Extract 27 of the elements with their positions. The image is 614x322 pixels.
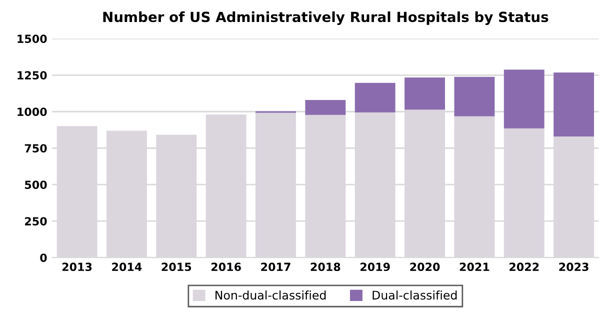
y-tick-label: 0 <box>40 254 47 262</box>
y-tick-label: 500 <box>24 180 47 189</box>
y-tick-label: 250 <box>25 217 47 226</box>
y-tick-label: 1250 <box>18 71 47 80</box>
y-tick-label: 1500 <box>18 34 47 44</box>
x-tick-label: 2023 <box>559 262 588 272</box>
x-tick-label: 2013 <box>62 262 92 272</box>
x-tick-label: 2020 <box>410 262 440 272</box>
bar <box>454 76 495 116</box>
bar <box>404 78 445 110</box>
y-tick-label: 1000 <box>18 108 47 116</box>
x-tick-label: 2016 <box>211 262 241 272</box>
x-tick-label: 2018 <box>310 262 340 272</box>
x-tick-label: 2017 <box>261 262 290 272</box>
x-tick-label: 2021 <box>460 262 490 272</box>
bar <box>354 82 396 112</box>
bar <box>305 100 346 115</box>
x-tick-label: 2014 <box>112 262 142 272</box>
x-tick-label: 2015 <box>162 262 192 272</box>
bar <box>504 70 544 128</box>
chart-title: Number of US Administratively Rural Hospitals by Status <box>103 11 548 25</box>
x-tick-label: 2019 <box>360 262 390 272</box>
legend-label: Non-dual-classified <box>216 290 326 300</box>
x-tick-label: 2022 <box>510 262 539 272</box>
bar <box>554 72 594 136</box>
y-tick-label: 750 <box>24 144 47 152</box>
legend-label: Dual-classified <box>372 290 457 300</box>
